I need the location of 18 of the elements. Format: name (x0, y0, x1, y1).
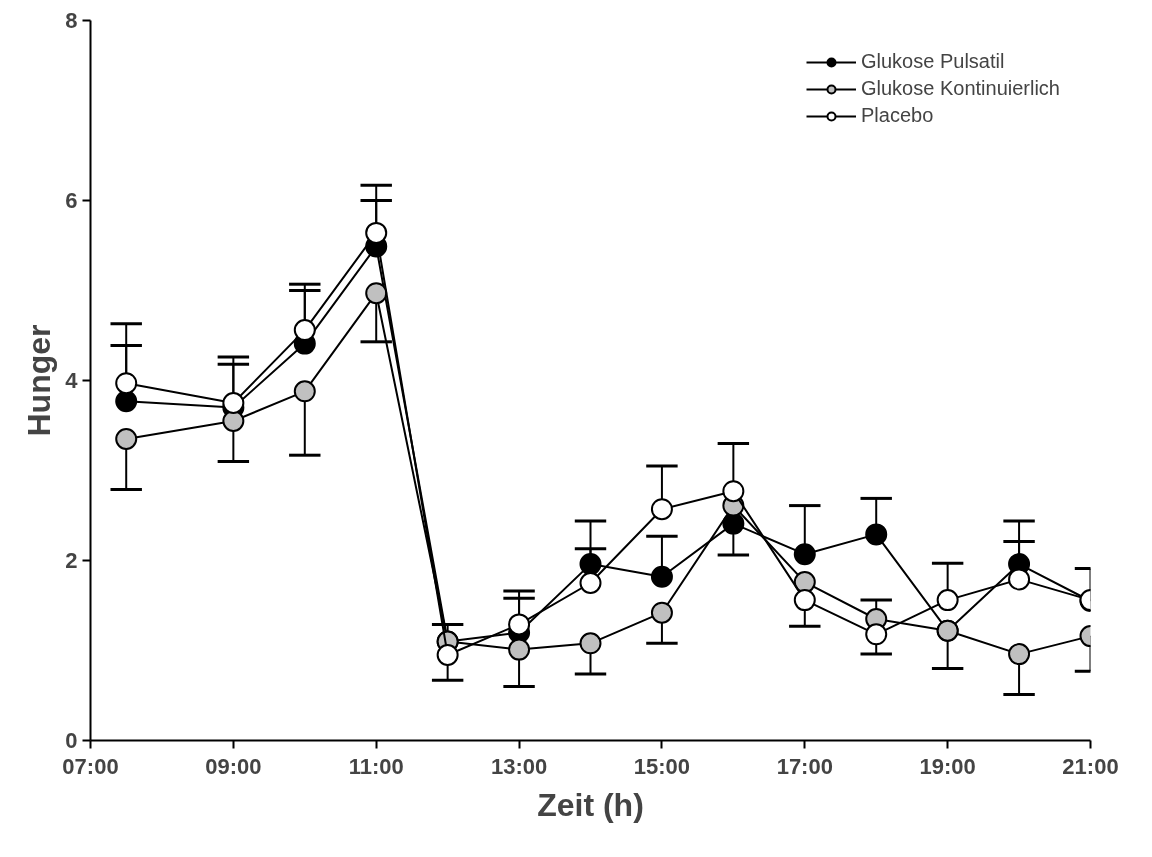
y-tick-label: 4 (65, 368, 79, 393)
x-tick-label: 07:00 (62, 753, 119, 779)
x-tick-label: 21:00 (1062, 753, 1119, 779)
x-tick-label: 09:00 (205, 753, 262, 779)
y-tick-label: 2 (65, 548, 78, 573)
legend-label: Glukose Kontinuierlich (861, 77, 1060, 100)
legend-label: Placebo (861, 104, 934, 127)
y-tick-label: 8 (65, 8, 78, 33)
x-tick-label: 17:00 (776, 753, 833, 779)
y-tick-label: 0 (65, 728, 78, 753)
y-axis-title: Hunger (21, 324, 58, 437)
x-tick-label: 15:00 (633, 753, 691, 779)
x-tick-label: 19:00 (919, 753, 976, 779)
x-tick-label: 13:00 (490, 753, 548, 779)
legend-label: Glukose Pulsatil (861, 50, 1005, 73)
x-tick-label: 11:00 (348, 753, 404, 779)
y-tick-label: 6 (65, 188, 78, 213)
x-axis-title: Zeit (h) (537, 786, 644, 823)
